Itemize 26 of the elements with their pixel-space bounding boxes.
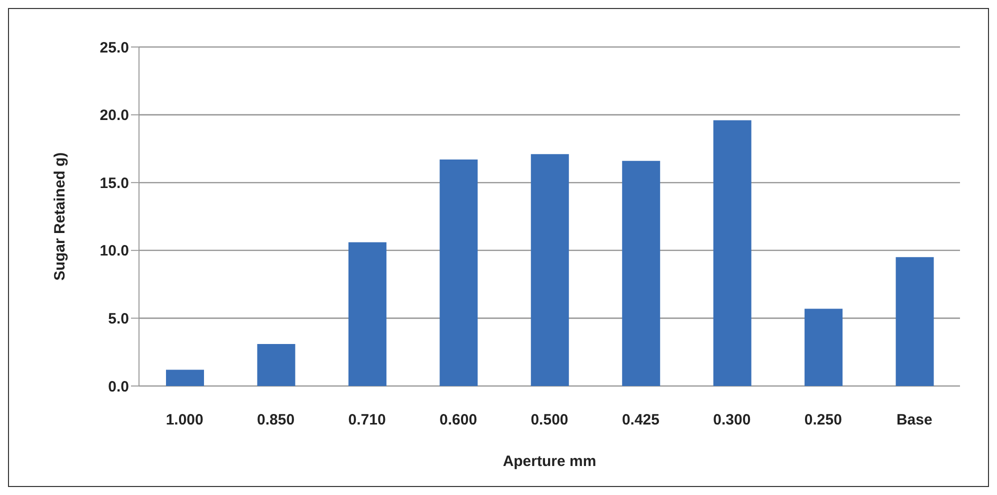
x-tick-label: 0.425	[622, 412, 660, 429]
bar	[257, 344, 296, 386]
x-tick-label: Base	[896, 412, 932, 429]
bar	[804, 308, 843, 386]
y-axis-title: Sugar Retained g)	[51, 152, 68, 281]
bar	[166, 370, 204, 386]
y-tick-label: 10.0	[100, 242, 129, 260]
x-tick-label: 0.250	[804, 412, 842, 429]
y-tick-label: 15.0	[100, 174, 129, 192]
bar	[896, 257, 934, 386]
bar	[348, 242, 386, 386]
y-tick-label: 0.0	[108, 378, 129, 396]
y-tick-label: 25.0	[100, 39, 129, 56]
x-tick-label: 0.710	[348, 412, 386, 429]
x-axis-title: Aperture mm	[502, 453, 596, 470]
x-tick-label: 0.600	[440, 412, 478, 429]
x-tick-label: 0.500	[530, 412, 568, 429]
x-tick-label: 1.000	[166, 412, 204, 429]
x-tick-label: 0.300	[713, 412, 751, 429]
x-tick-label: 0.850	[257, 412, 295, 429]
y-tick-label: 20.0	[100, 107, 129, 124]
bar	[713, 120, 752, 386]
bar	[622, 160, 660, 386]
bar	[440, 160, 478, 386]
y-tick-label: 5.0	[108, 310, 129, 328]
bar	[530, 154, 569, 386]
